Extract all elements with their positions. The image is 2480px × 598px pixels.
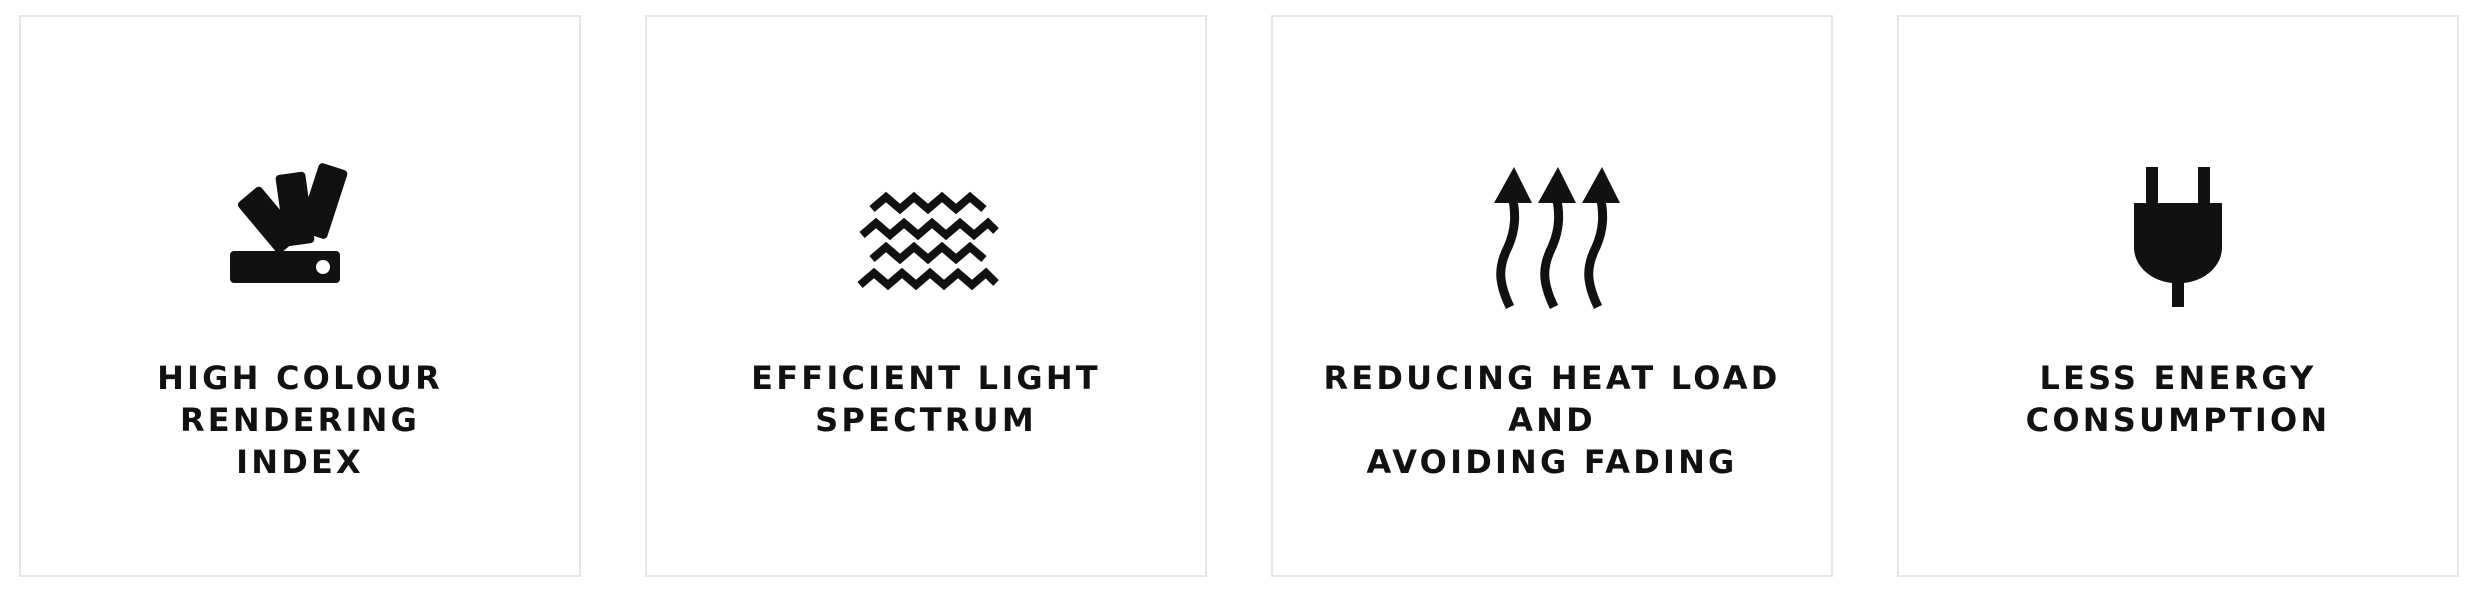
feature-label: HIGH COLOUR RENDERING INDEX: [157, 359, 443, 481]
feature-label: LESS ENERGY CONSUMPTION: [2025, 359, 2331, 439]
colour-swatch-icon: [210, 147, 390, 327]
feature-label: REDUCING HEAT LOAD AND AVOIDING FADING: [1323, 359, 1781, 481]
feature-card-heat-load: REDUCING HEAT LOAD AND AVOIDING FADING: [1271, 15, 1833, 577]
feature-card-light-spectrum: EFFICIENT LIGHT SPECTRUM: [645, 15, 1207, 577]
feature-card-colour-rendering: HIGH COLOUR RENDERING INDEX: [19, 15, 581, 577]
feature-label: EFFICIENT LIGHT SPECTRUM: [751, 359, 1101, 439]
plug-icon: [2088, 147, 2268, 327]
heat-arrows-icon: [1462, 147, 1642, 327]
waves-icon: [836, 147, 1016, 327]
feature-card-energy: LESS ENERGY CONSUMPTION: [1897, 15, 2459, 577]
